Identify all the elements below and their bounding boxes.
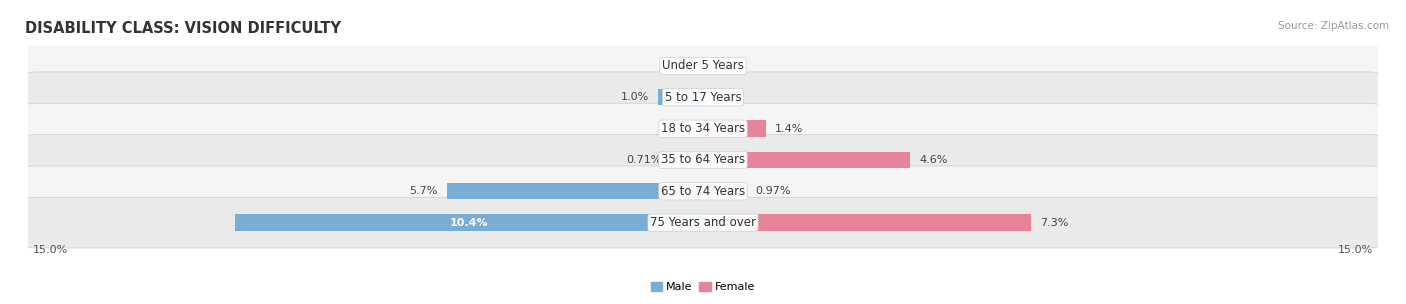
Text: 5 to 17 Years: 5 to 17 Years	[665, 91, 741, 104]
Bar	[658, 89, 703, 105]
Text: 7.3%: 7.3%	[1040, 218, 1069, 228]
Text: 0.71%: 0.71%	[627, 155, 662, 165]
Bar	[703, 215, 1032, 231]
Bar	[235, 215, 703, 231]
Bar	[447, 183, 703, 199]
Text: 65 to 74 Years: 65 to 74 Years	[661, 185, 745, 198]
FancyBboxPatch shape	[18, 166, 1388, 217]
Text: 5.7%: 5.7%	[409, 186, 437, 196]
Text: Under 5 Years: Under 5 Years	[662, 60, 744, 72]
Text: 4.6%: 4.6%	[920, 155, 948, 165]
Text: 0.0%: 0.0%	[666, 61, 695, 71]
Legend: Male, Female: Male, Female	[647, 278, 759, 297]
Text: 10.4%: 10.4%	[450, 218, 488, 228]
Text: 75 Years and over: 75 Years and over	[650, 216, 756, 229]
Text: 0.97%: 0.97%	[755, 186, 792, 196]
Text: 0.0%: 0.0%	[666, 124, 695, 134]
FancyBboxPatch shape	[18, 135, 1388, 185]
Text: 18 to 34 Years: 18 to 34 Years	[661, 122, 745, 135]
Bar	[703, 120, 766, 137]
Bar	[703, 183, 747, 199]
Text: 15.0%: 15.0%	[32, 245, 67, 255]
FancyBboxPatch shape	[18, 72, 1388, 123]
Bar	[671, 152, 703, 168]
Text: 15.0%: 15.0%	[1339, 245, 1374, 255]
Text: 1.4%: 1.4%	[775, 124, 803, 134]
FancyBboxPatch shape	[18, 41, 1388, 91]
Text: 35 to 64 Years: 35 to 64 Years	[661, 154, 745, 167]
FancyBboxPatch shape	[18, 103, 1388, 154]
Bar	[703, 152, 910, 168]
Text: 1.0%: 1.0%	[621, 92, 650, 102]
Text: DISABILITY CLASS: VISION DIFFICULTY: DISABILITY CLASS: VISION DIFFICULTY	[25, 21, 342, 36]
Text: Source: ZipAtlas.com: Source: ZipAtlas.com	[1278, 21, 1389, 31]
Text: 0.0%: 0.0%	[711, 92, 740, 102]
FancyBboxPatch shape	[18, 197, 1388, 248]
Text: 0.0%: 0.0%	[711, 61, 740, 71]
